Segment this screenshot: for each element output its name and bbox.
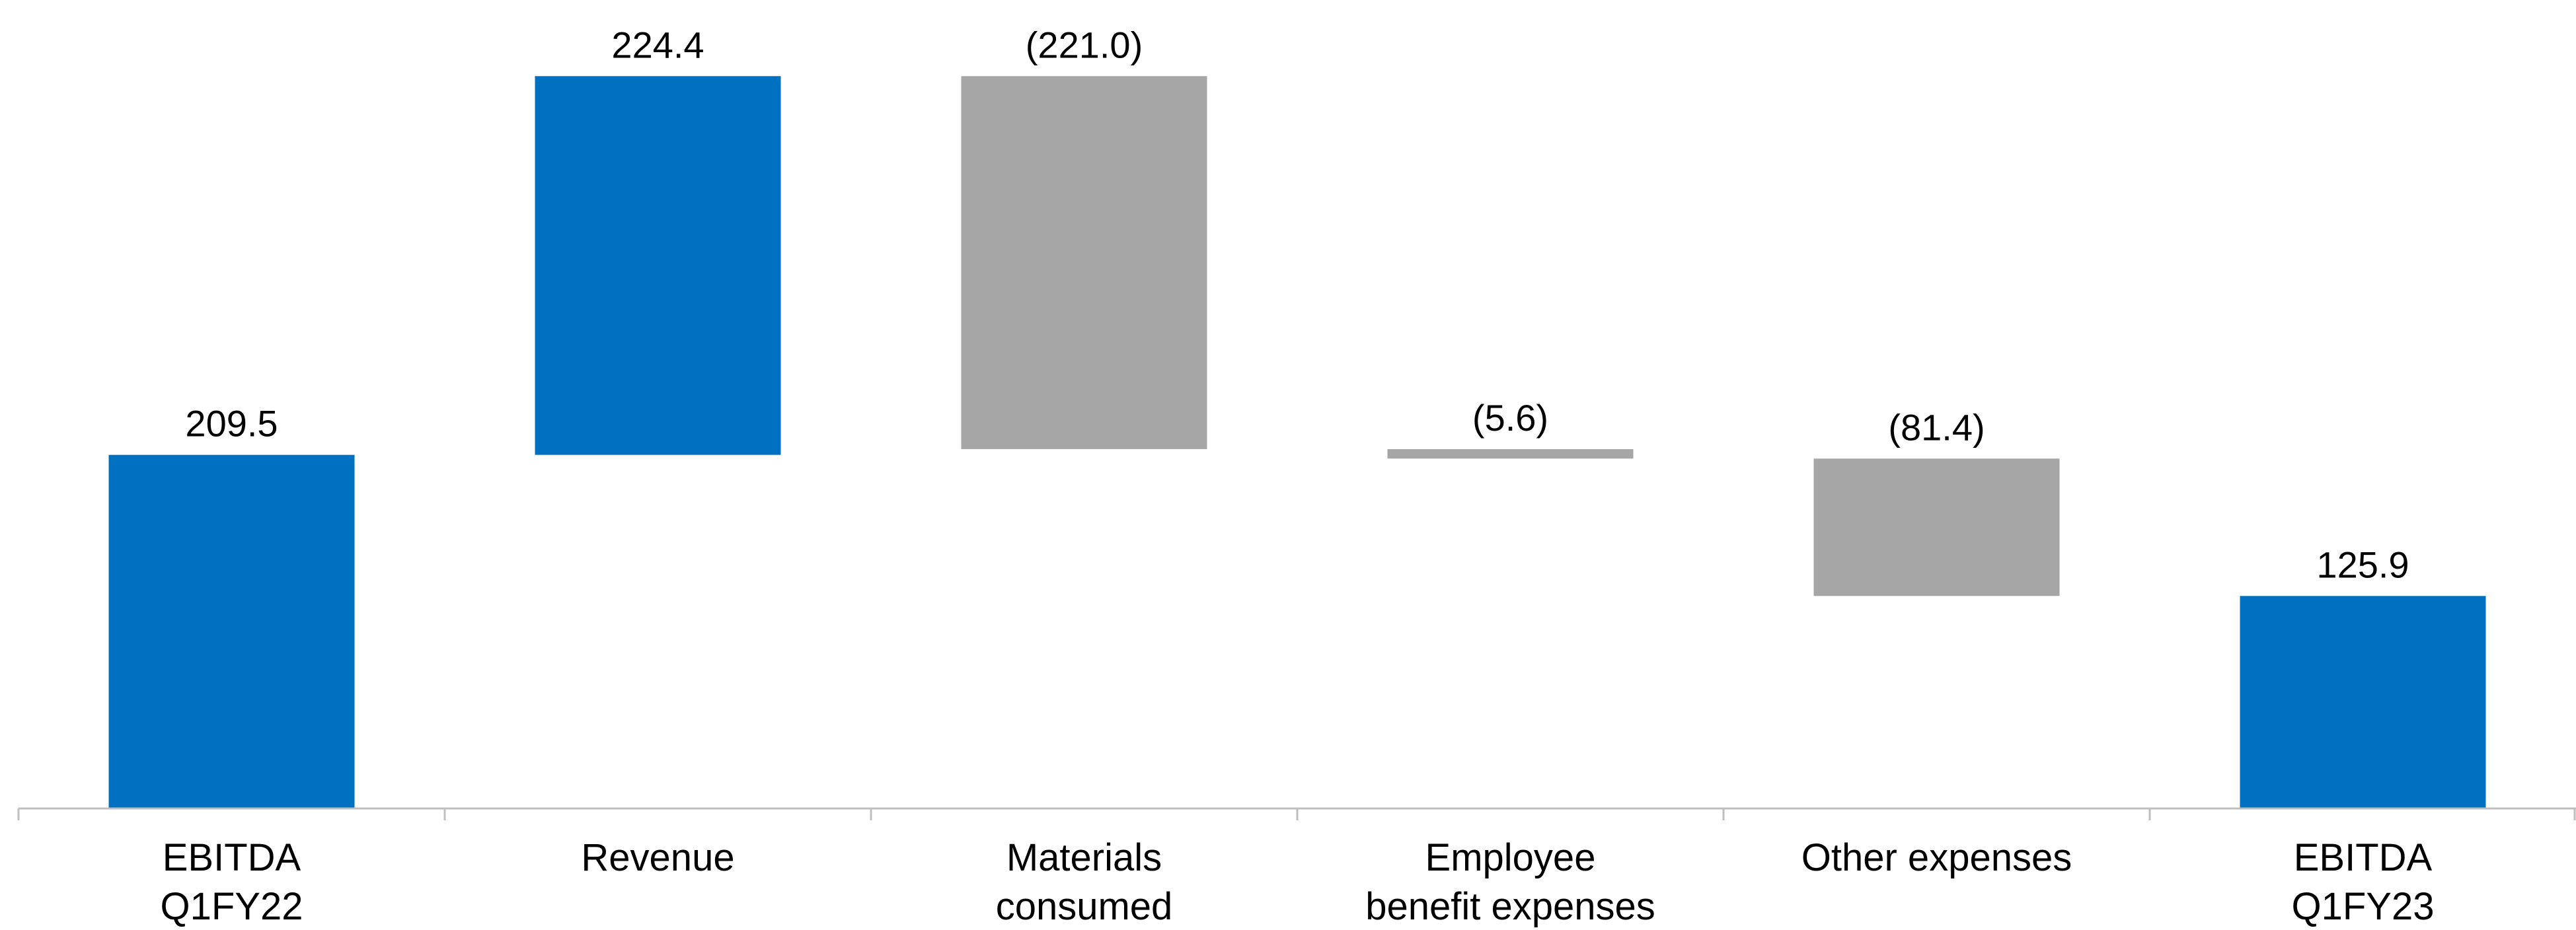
bar-1	[535, 76, 781, 455]
data-label-1: 224.4	[611, 24, 704, 65]
category-label-3-line-1: benefit expenses	[1365, 885, 1655, 928]
data-label-3: (5.6)	[1472, 397, 1548, 439]
category-label-0-line-1: Q1FY22	[161, 885, 303, 928]
data-label-2: (221.0)	[1026, 24, 1143, 65]
data-labels-group: 209.5 224.4 (221.0) (5.6) (81.4) 125.9	[185, 24, 2409, 585]
category-label-2-line-0: Materials	[1006, 836, 1162, 879]
bar-2	[961, 76, 1207, 449]
category-label-5-line-0: EBITDA	[2294, 836, 2433, 879]
category-label-2-line-1: consumed	[996, 885, 1173, 928]
bar-0	[108, 454, 355, 808]
data-label-0: 209.5	[185, 403, 278, 445]
x-axis	[17, 807, 2576, 820]
bar-5	[2240, 596, 2486, 808]
data-label-5: 125.9	[2316, 544, 2409, 585]
category-label-1-line-0: Revenue	[581, 836, 734, 879]
category-label-5-line-1: Q1FY23	[2292, 885, 2435, 928]
data-label-4: (81.4)	[1888, 406, 1985, 448]
bar-3	[1387, 448, 1634, 459]
bars-group	[108, 76, 2486, 808]
category-labels-group: EBITDA Q1FY22 Revenue Materials consumed Empl…	[161, 836, 2435, 928]
category-label-3-line-0: Employee	[1425, 836, 1596, 879]
category-label-0-line-0: EBITDA	[163, 836, 301, 879]
bar-4	[1813, 458, 2060, 596]
category-label-4-line-0: Other expenses	[1801, 836, 2072, 879]
